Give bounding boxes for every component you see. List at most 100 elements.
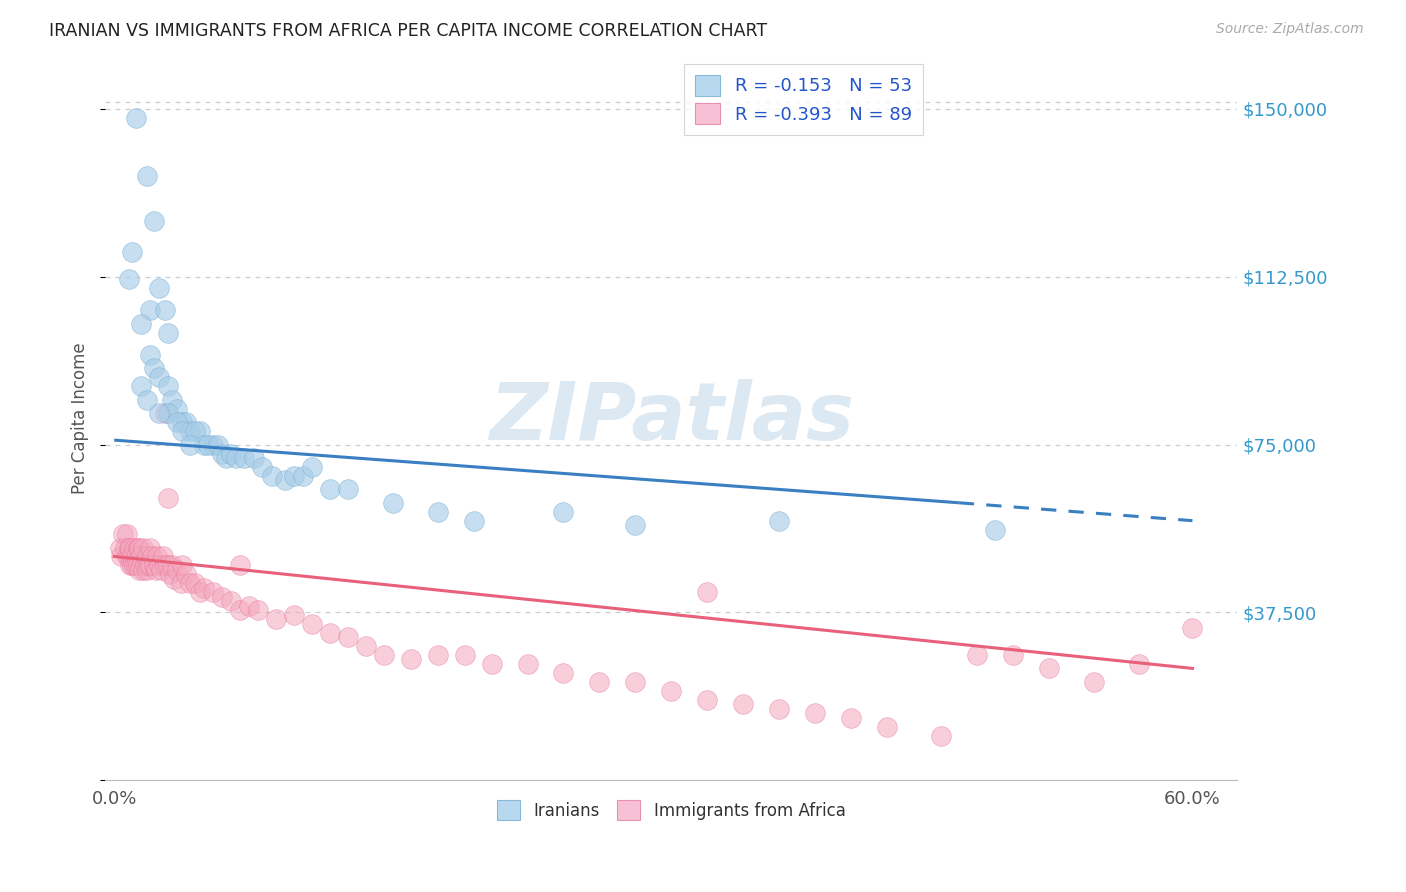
- Point: [381, 496, 404, 510]
- Point: [179, 424, 201, 438]
- Point: [354, 639, 377, 653]
- Point: [207, 437, 229, 451]
- Point: [426, 648, 449, 662]
- Point: [804, 706, 827, 721]
- Point: [172, 558, 194, 573]
- Point: [426, 505, 449, 519]
- Point: [211, 590, 233, 604]
- Point: [172, 415, 194, 429]
- Point: [166, 401, 188, 416]
- Point: [373, 648, 395, 662]
- Point: [148, 370, 170, 384]
- Point: [129, 317, 152, 331]
- Point: [876, 720, 898, 734]
- Point: [839, 711, 862, 725]
- Point: [139, 541, 162, 555]
- Point: [184, 424, 207, 438]
- Point: [516, 657, 538, 671]
- Point: [283, 469, 305, 483]
- Point: [129, 379, 152, 393]
- Point: [159, 567, 181, 582]
- Point: [125, 549, 148, 564]
- Point: [172, 424, 194, 438]
- Text: Source: ZipAtlas.com: Source: ZipAtlas.com: [1216, 22, 1364, 37]
- Point: [202, 437, 225, 451]
- Point: [139, 303, 162, 318]
- Point: [149, 563, 172, 577]
- Point: [553, 665, 575, 680]
- Point: [157, 558, 180, 573]
- Point: [142, 361, 165, 376]
- Point: [768, 701, 790, 715]
- Point: [179, 437, 201, 451]
- Point: [170, 576, 193, 591]
- Text: IRANIAN VS IMMIGRANTS FROM AFRICA PER CAPITA INCOME CORRELATION CHART: IRANIAN VS IMMIGRANTS FROM AFRICA PER CA…: [49, 22, 768, 40]
- Point: [190, 424, 212, 438]
- Point: [283, 607, 305, 622]
- Point: [108, 541, 131, 555]
- Point: [166, 563, 188, 577]
- Point: [121, 245, 143, 260]
- Point: [336, 630, 359, 644]
- Point: [588, 674, 610, 689]
- Point: [129, 558, 152, 573]
- Point: [121, 558, 143, 573]
- Y-axis label: Per Capita Income: Per Capita Income: [72, 342, 89, 493]
- Point: [115, 549, 138, 564]
- Point: [142, 558, 165, 573]
- Point: [135, 563, 157, 577]
- Point: [1038, 661, 1060, 675]
- Point: [174, 415, 197, 429]
- Point: [1181, 621, 1204, 635]
- Point: [229, 558, 252, 573]
- Point: [229, 603, 252, 617]
- Point: [184, 576, 207, 591]
- Point: [1083, 674, 1105, 689]
- Point: [120, 558, 142, 573]
- Point: [319, 625, 342, 640]
- Point: [127, 558, 149, 573]
- Point: [624, 674, 647, 689]
- Point: [122, 558, 145, 573]
- Point: [132, 563, 155, 577]
- Point: [197, 437, 219, 451]
- Point: [553, 505, 575, 519]
- Point: [399, 652, 422, 666]
- Point: [148, 558, 170, 573]
- Point: [214, 450, 236, 465]
- Point: [301, 459, 323, 474]
- Point: [117, 549, 139, 564]
- Point: [157, 406, 180, 420]
- Point: [659, 683, 682, 698]
- Point: [1128, 657, 1150, 671]
- Point: [262, 469, 284, 483]
- Point: [121, 549, 143, 564]
- Point: [463, 514, 485, 528]
- Point: [160, 558, 183, 573]
- Point: [733, 697, 755, 711]
- Point: [148, 406, 170, 420]
- Point: [453, 648, 475, 662]
- Point: [319, 483, 342, 497]
- Point: [135, 169, 157, 183]
- Point: [966, 648, 988, 662]
- Point: [153, 303, 176, 318]
- Point: [243, 450, 266, 465]
- Point: [250, 459, 273, 474]
- Point: [219, 594, 242, 608]
- Point: [696, 692, 718, 706]
- Point: [148, 281, 170, 295]
- Point: [117, 272, 139, 286]
- Point: [624, 518, 647, 533]
- Point: [225, 450, 247, 465]
- Point: [174, 567, 197, 582]
- Point: [128, 563, 150, 577]
- Point: [166, 415, 188, 429]
- Point: [193, 581, 215, 595]
- Point: [232, 450, 254, 465]
- Point: [238, 599, 260, 613]
- Point: [162, 572, 184, 586]
- Point: [157, 326, 180, 340]
- Point: [127, 541, 149, 555]
- Point: [211, 446, 233, 460]
